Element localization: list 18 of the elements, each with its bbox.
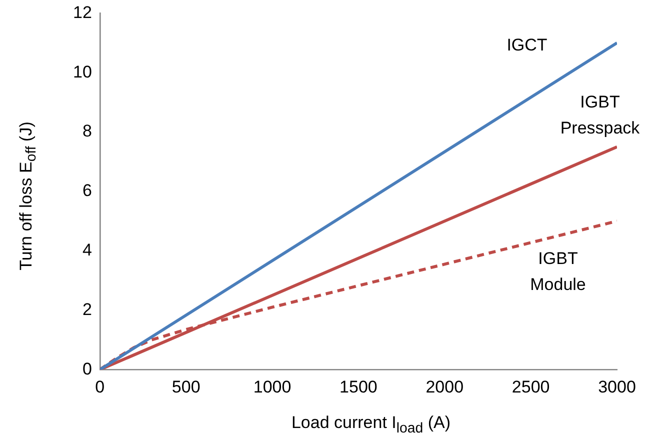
x-tick-label: 1500 (340, 377, 378, 396)
y-tick-label: 4 (82, 240, 92, 260)
y-tick-label: 0 (82, 359, 92, 378)
series-label: IGCT (506, 36, 548, 55)
y-tick-label: 12 (72, 2, 92, 22)
y-tick-label: 8 (82, 122, 92, 141)
x-tick-label: 2500 (512, 377, 550, 396)
y-tick-label: 2 (82, 300, 92, 319)
x-tick-label: 500 (172, 377, 200, 396)
x-tick-label: 2000 (426, 377, 464, 396)
series-label: IGBT Module (530, 248, 586, 294)
series-label: IGBT Presspack (560, 92, 640, 138)
x-tick-label: 0 (95, 377, 105, 396)
x-axis-title: Load current I$_{load}$ (A) (290, 413, 452, 436)
y-tick-label: 6 (82, 181, 92, 200)
y-tick-label: 10 (72, 62, 92, 82)
x-tick-label: 3000 (598, 377, 636, 396)
x-tick-label: 1000 (253, 377, 292, 396)
